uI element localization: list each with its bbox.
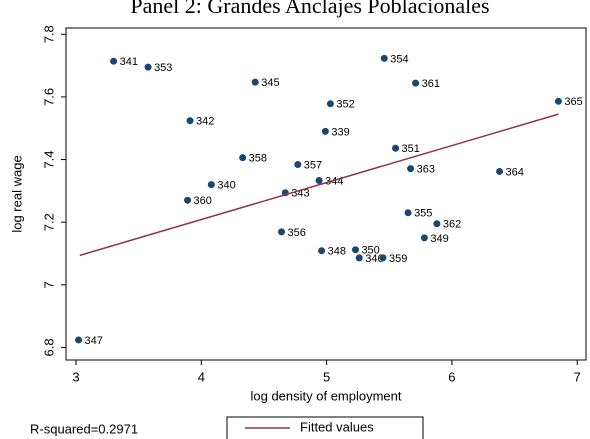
y-tick-label: 7.2 (41, 213, 56, 231)
x-tick-label: 5 (323, 369, 330, 384)
point (251, 78, 259, 86)
point-label: 343 (291, 188, 309, 200)
point (379, 254, 387, 262)
point-label: 364 (506, 166, 524, 178)
point (75, 336, 83, 344)
point (278, 228, 286, 236)
point-label: 359 (389, 253, 407, 265)
y-tick-label: 6.8 (41, 338, 56, 356)
point-label: 351 (402, 143, 420, 155)
point-label: 349 (430, 233, 448, 245)
legend-box (226, 416, 424, 439)
chart-title: Panel 2: Grandes Anclajes Poblacionales (130, 0, 489, 18)
point (294, 161, 302, 169)
point (404, 209, 412, 217)
plot-frame (65, 27, 587, 361)
point-label: 342 (196, 116, 214, 128)
point-label: 365 (564, 96, 582, 108)
point (186, 117, 194, 125)
point (318, 247, 326, 255)
x-tick-label: 7 (574, 369, 581, 384)
point-label: 362 (443, 219, 461, 231)
point (315, 177, 323, 185)
point-label: 363 (417, 164, 435, 176)
y-tick-label: 7.6 (41, 88, 56, 106)
point (496, 167, 504, 175)
point (380, 54, 388, 62)
y-axis-label: log real wage (9, 155, 24, 232)
point (144, 63, 152, 71)
point-label: 354 (390, 53, 408, 65)
point-label: 352 (336, 99, 354, 111)
point (433, 220, 441, 228)
point-label: 361 (422, 78, 440, 90)
point (407, 165, 415, 173)
point-label: 357 (304, 159, 322, 171)
point-label: 339 (331, 126, 349, 138)
x-tick-label: 4 (198, 369, 205, 384)
point (184, 196, 192, 204)
point-label: 353 (154, 62, 172, 74)
point-label: 345 (261, 77, 279, 89)
point-label: 356 (288, 227, 306, 239)
point (321, 127, 329, 135)
point (392, 144, 400, 152)
x-tick-label: 3 (72, 369, 79, 384)
y-tick-label: 7.8 (41, 25, 56, 43)
point-label: 355 (414, 208, 432, 220)
point (239, 154, 247, 162)
x-axis-label: log density of employment (250, 388, 401, 403)
point-label: 340 (217, 180, 235, 192)
point (554, 97, 562, 105)
point-label: 358 (249, 153, 267, 165)
point-label: 350 (361, 245, 379, 257)
point-label: 360 (194, 195, 212, 207)
x-tick-label: 6 (448, 369, 455, 384)
point-label: 348 (328, 246, 346, 258)
point (351, 246, 359, 254)
legend-label: Fitted values (300, 419, 374, 434)
point (326, 100, 334, 108)
point (355, 254, 363, 262)
point-label: 346 (365, 253, 383, 265)
y-tick-label: 7.4 (41, 151, 56, 169)
annotation: R-squared=0.2971 (30, 421, 138, 436)
point (110, 57, 118, 65)
point (412, 79, 420, 87)
fitted-line (79, 113, 559, 257)
point (207, 181, 215, 189)
y-tick-label: 7 (41, 281, 56, 288)
point-label: 347 (85, 335, 103, 347)
point (420, 234, 428, 242)
point-label: 341 (120, 56, 138, 68)
